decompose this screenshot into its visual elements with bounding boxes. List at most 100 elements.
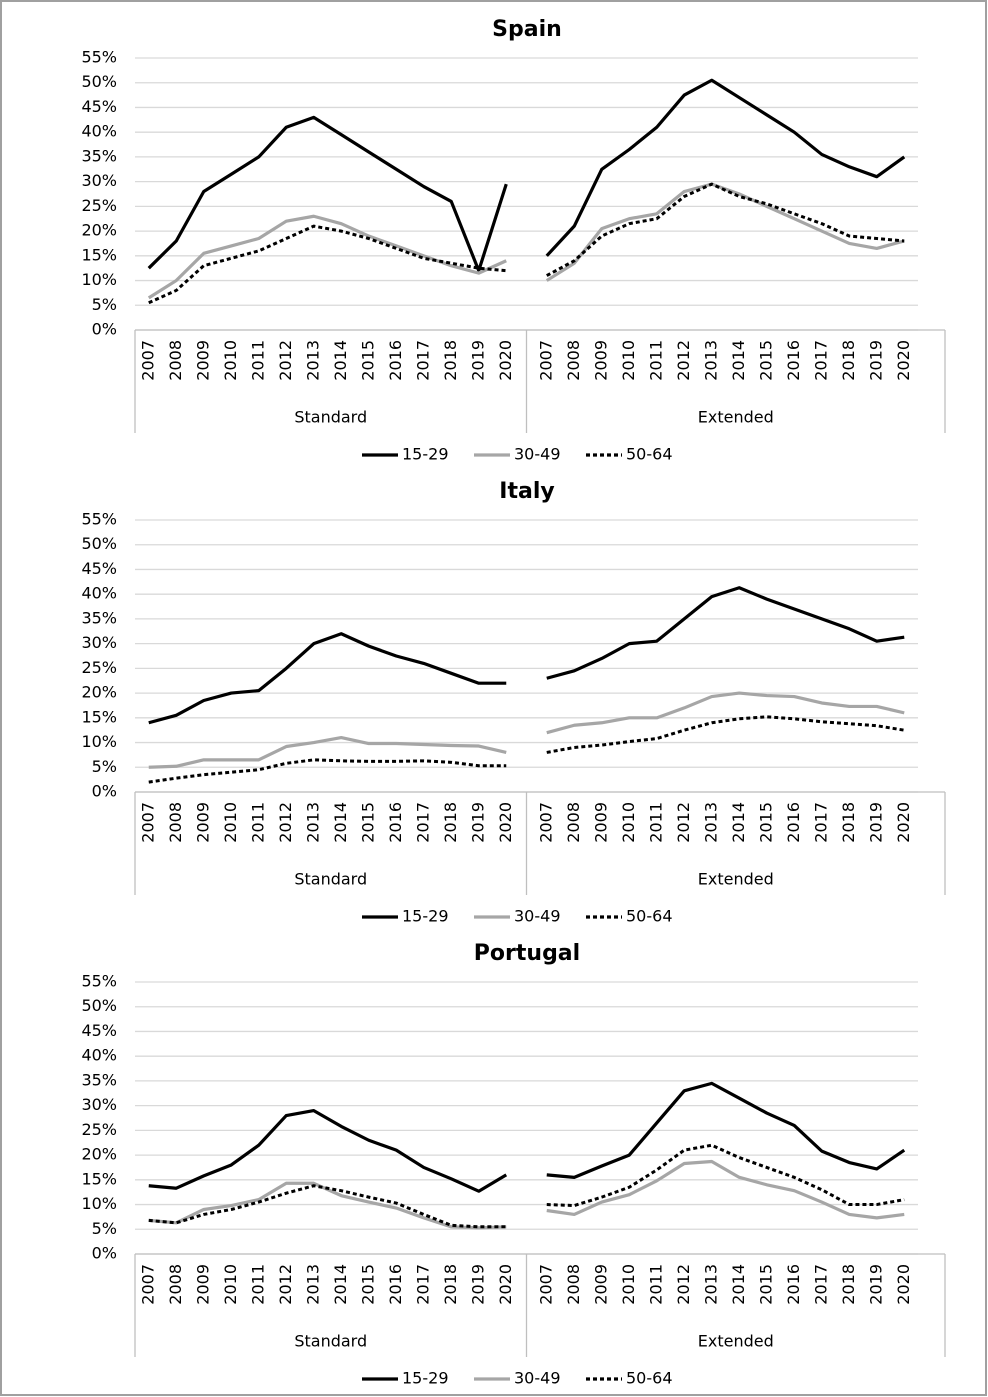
- legend-label: 50-64: [626, 907, 673, 926]
- legend-label: 30-49: [514, 1369, 561, 1388]
- legend-label: 50-64: [626, 1369, 673, 1388]
- x-tick-label: 2013: [701, 340, 720, 381]
- chart-title: Italy: [499, 479, 554, 504]
- x-tick-label: 2010: [221, 340, 240, 381]
- x-tick-label: 2013: [303, 340, 322, 381]
- x-tick-label: 2017: [413, 802, 432, 843]
- y-tick-label: 10%: [81, 270, 117, 289]
- x-tick-label: 2017: [413, 1264, 432, 1305]
- x-tick-label: 2009: [591, 340, 610, 381]
- x-tick-label: 2017: [811, 1264, 830, 1305]
- y-tick-label: 20%: [81, 221, 117, 240]
- x-tick-label: 2018: [839, 1264, 858, 1305]
- y-tick-label: 5%: [92, 295, 117, 314]
- chart: Portugal 0% 5% 10% 15% 20% 25% 30% 35% 40% 45% 50% 5…: [81, 941, 946, 1388]
- x-tick-label: 2014: [331, 1264, 350, 1305]
- y-tick-label: 10%: [81, 1194, 117, 1213]
- x-tick-label: 2019: [866, 340, 885, 381]
- group-label: Extended: [698, 1332, 774, 1351]
- x-tick-label: 2012: [674, 340, 693, 381]
- chart: Italy 0% 5% 10% 15% 20% 25% 30% 35% 40% 45% 50% 55% 2…: [81, 479, 946, 926]
- x-tick-label: 2013: [303, 1264, 322, 1305]
- y-tick-label: 35%: [81, 146, 117, 165]
- x-tick-label: 2012: [674, 802, 693, 843]
- group-label: Extended: [698, 408, 774, 427]
- series-line: [546, 586, 905, 680]
- x-tick-label: 2015: [358, 1264, 377, 1305]
- x-tick-label: 2018: [441, 340, 460, 381]
- x-tick-label: 2018: [839, 802, 858, 843]
- x-tick-label: 2008: [166, 340, 185, 381]
- group-label: Standard: [294, 408, 367, 427]
- y-tick-label: 45%: [81, 1021, 117, 1040]
- y-tick-label: 5%: [92, 757, 117, 776]
- x-tick-label: 2016: [784, 802, 803, 843]
- y-tick-label: 0%: [92, 782, 117, 801]
- x-tick-label: 2019: [468, 1264, 487, 1305]
- x-tick-label: 2013: [701, 1264, 720, 1305]
- series-line: [148, 632, 507, 725]
- legend-label: 30-49: [514, 907, 561, 926]
- y-tick-label: 40%: [81, 122, 117, 141]
- x-tick-label: 2013: [303, 802, 322, 843]
- x-tick-label: 2019: [468, 802, 487, 843]
- x-tick-label: 2017: [811, 802, 830, 843]
- x-tick-label: 2019: [468, 340, 487, 381]
- x-tick-label: 2020: [894, 340, 913, 381]
- y-tick-label: 0%: [92, 320, 117, 339]
- x-tick-label: 2016: [784, 340, 803, 381]
- x-tick-label: 2012: [276, 802, 295, 843]
- x-tick-label: 2010: [221, 1264, 240, 1305]
- x-tick-label: 2012: [276, 1264, 295, 1305]
- legend-label: 15-29: [402, 445, 449, 464]
- y-tick-label: 55%: [81, 510, 117, 529]
- x-tick-label: 2015: [756, 1264, 775, 1305]
- x-tick-label: 2010: [619, 802, 638, 843]
- y-tick-label: 15%: [81, 707, 117, 726]
- y-tick-label: 25%: [81, 658, 117, 677]
- x-tick-label: 2011: [248, 1264, 267, 1305]
- x-tick-label: 2014: [729, 1264, 748, 1305]
- y-tick-label: 20%: [81, 683, 117, 702]
- series-line: [148, 1108, 508, 1193]
- x-tick-label: 2010: [619, 340, 638, 381]
- series-line: [147, 214, 507, 300]
- legend-label: 30-49: [514, 445, 561, 464]
- x-tick-label: 2016: [386, 1264, 405, 1305]
- series-line: [148, 736, 507, 769]
- series-line: [546, 1081, 906, 1179]
- series-line: [148, 1184, 507, 1229]
- series-line: [546, 715, 905, 754]
- x-tick-label: 2020: [496, 802, 515, 843]
- y-tick-label: 15%: [81, 245, 117, 264]
- y-tick-label: 50%: [81, 72, 117, 91]
- x-tick-label: 2020: [894, 802, 913, 843]
- y-tick-label: 20%: [81, 1145, 117, 1164]
- x-tick-label: 2018: [839, 340, 858, 381]
- y-tick-label: 35%: [81, 1070, 117, 1089]
- x-tick-label: 2016: [386, 340, 405, 381]
- x-tick-label: 2008: [564, 1264, 583, 1305]
- group-label: Standard: [294, 870, 367, 889]
- y-tick-label: 10%: [81, 732, 117, 751]
- y-tick-label: 15%: [81, 1169, 117, 1188]
- x-tick-label: 2008: [166, 802, 185, 843]
- series-line: [546, 1143, 905, 1208]
- x-tick-label: 2018: [441, 802, 460, 843]
- series-line: [148, 224, 507, 305]
- x-tick-label: 2011: [248, 802, 267, 843]
- y-tick-label: 25%: [81, 196, 117, 215]
- y-tick-label: 30%: [81, 633, 117, 652]
- x-tick-label: 2014: [331, 340, 350, 381]
- x-tick-label: 2007: [138, 340, 157, 381]
- legend-label: 50-64: [626, 445, 673, 464]
- x-tick-label: 2015: [358, 340, 377, 381]
- x-tick-label: 2017: [413, 340, 432, 381]
- legend-label: 15-29: [402, 907, 449, 926]
- y-tick-label: 45%: [81, 559, 117, 578]
- x-tick-label: 2015: [358, 802, 377, 843]
- x-tick-label: 2007: [138, 1264, 157, 1305]
- series-line: [546, 691, 905, 735]
